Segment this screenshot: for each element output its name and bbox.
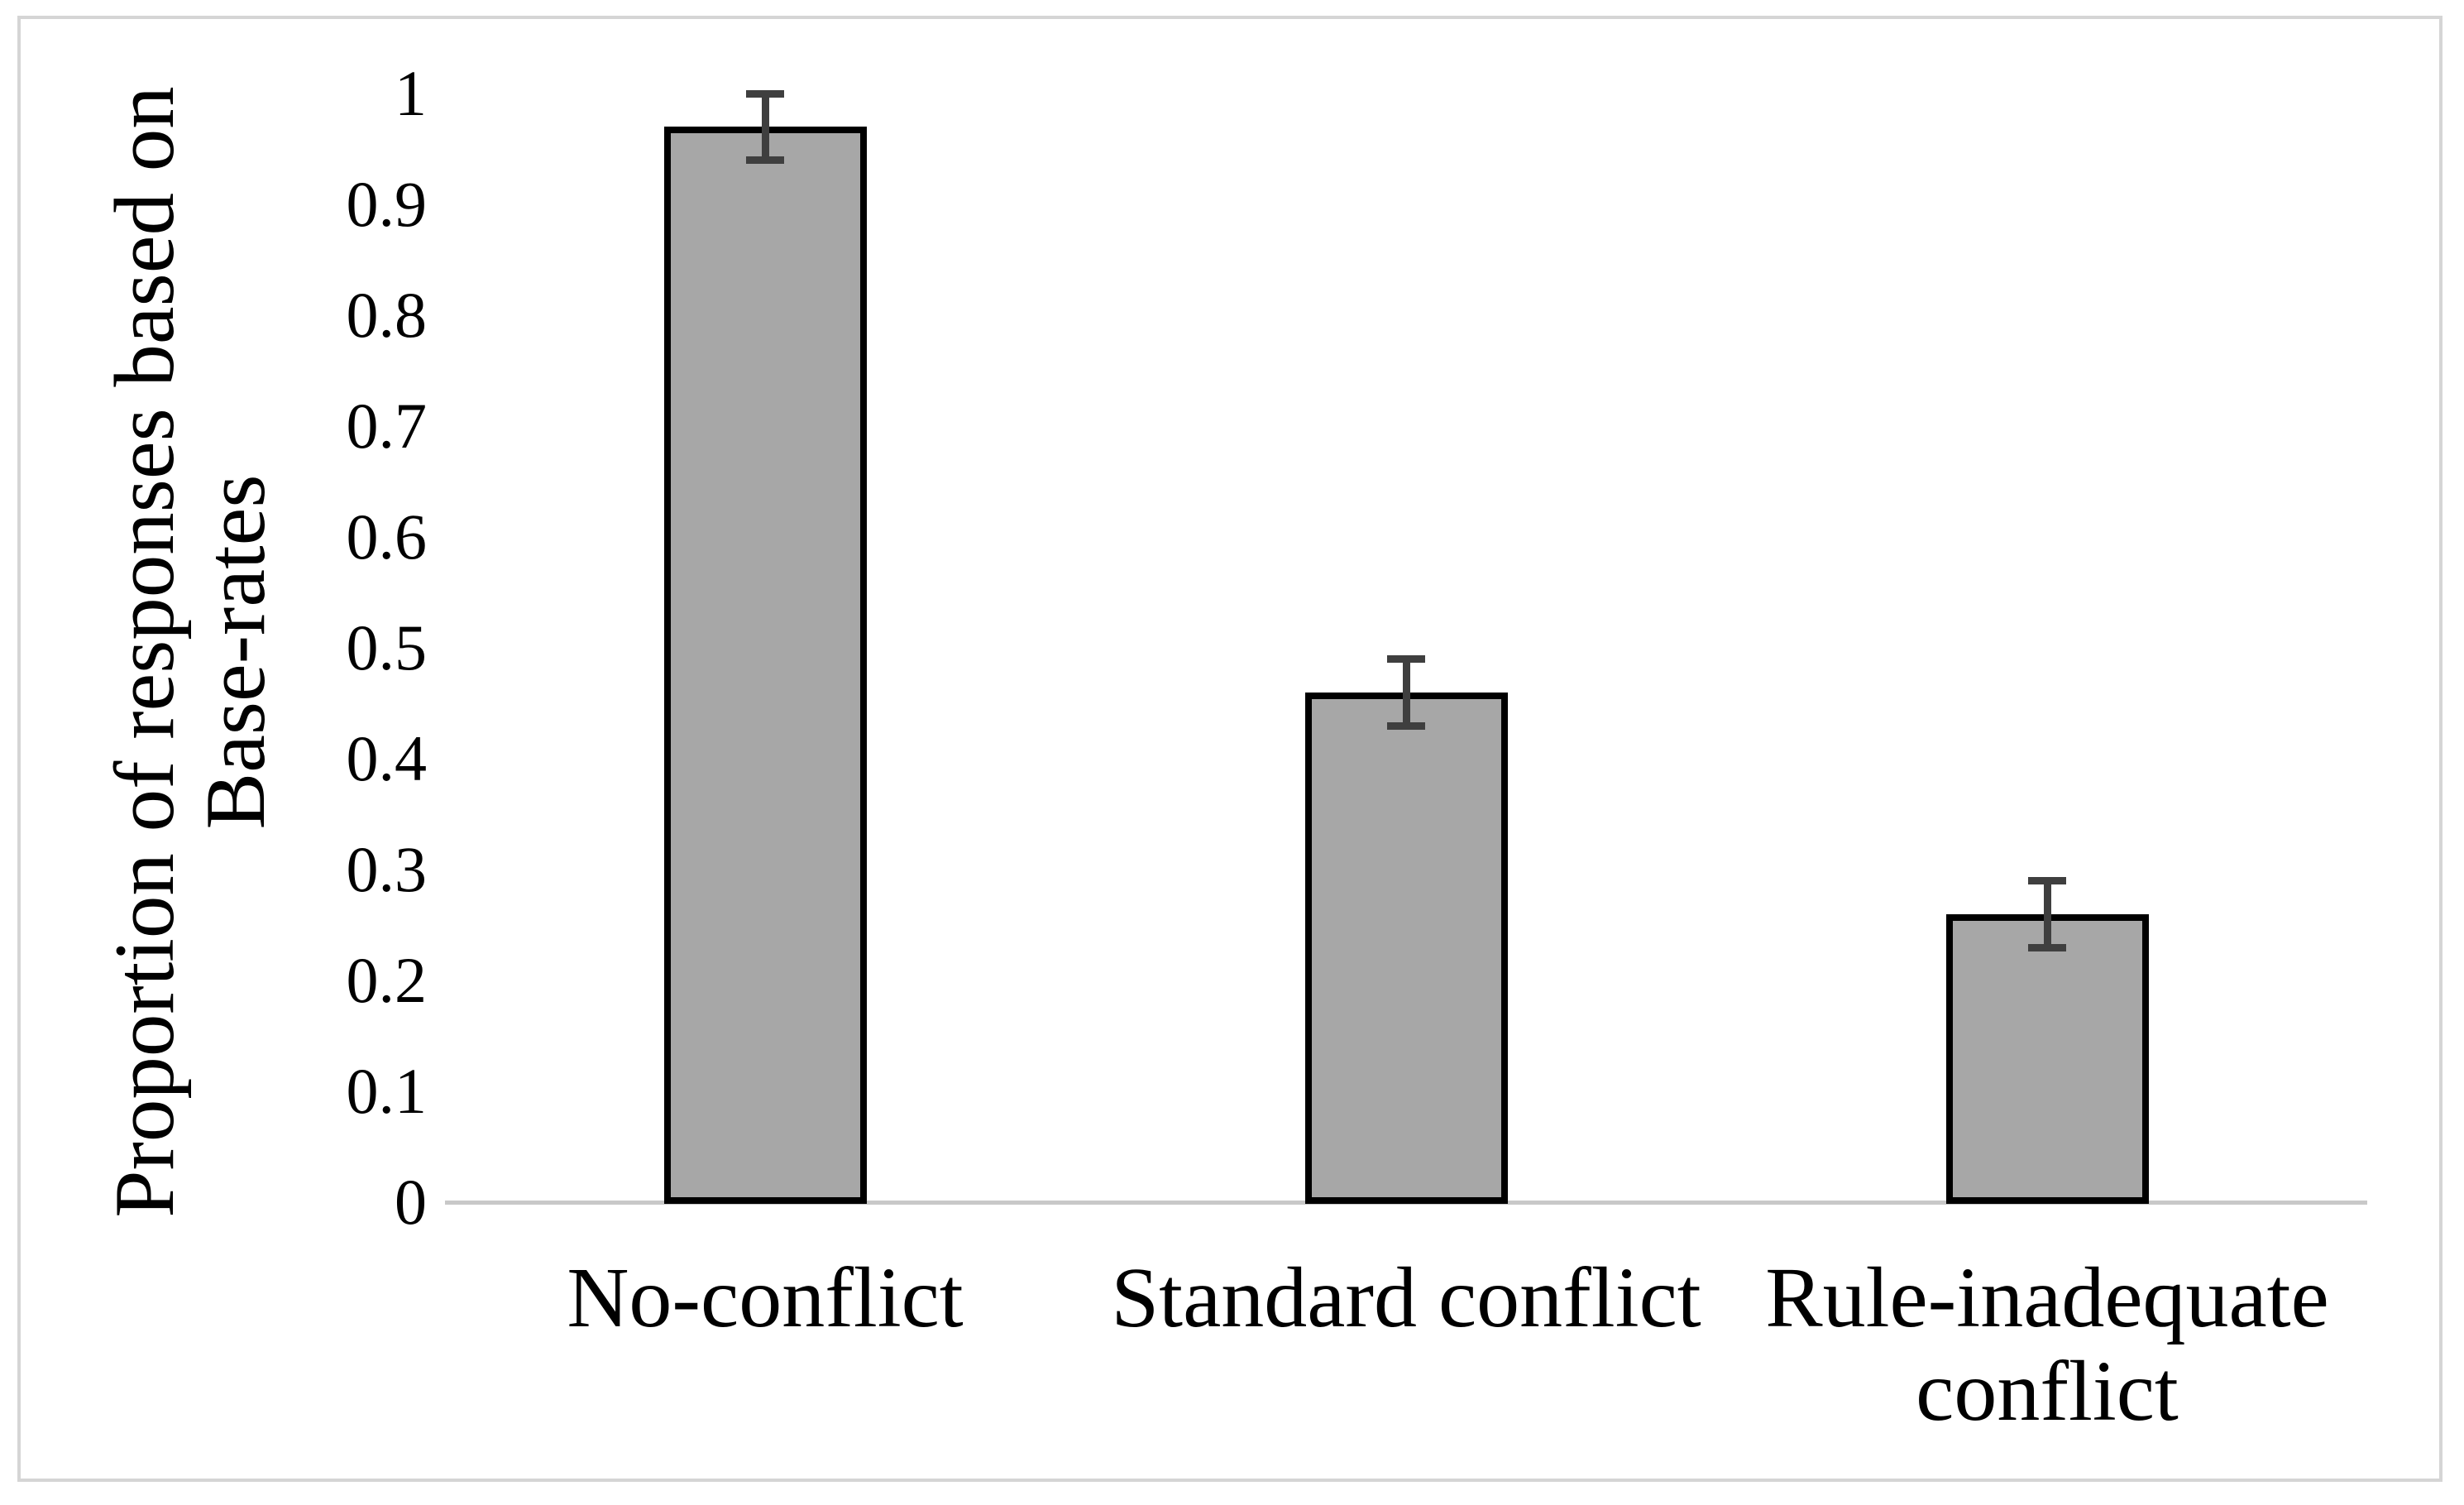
error-bar-cap [746,90,784,98]
error-bar-cap [2028,877,2066,885]
y-tick-label: 0.3 [346,833,428,905]
category-label-line: conflict [1916,1344,2179,1439]
y-tick-label: 0 [395,1166,427,1238]
bar [1304,692,1508,1204]
y-axis-title-line-1: Proportion of responses based on [98,86,192,1218]
y-tick-label: 0.8 [346,279,428,351]
error-bar-stem [1403,659,1410,726]
error-bar-cap [1387,655,1425,664]
error-bar-cap [746,156,784,165]
y-tick-label: 0.6 [346,501,428,573]
bar [1945,913,2149,1204]
chart-frame [17,16,2442,1482]
y-tick-label: 0.2 [346,944,428,1016]
y-tick-label: 0.7 [346,390,428,462]
bar [663,127,867,1204]
error-bar-cap [2028,943,2066,951]
category-label-line: Standard conflict [1111,1250,1701,1345]
error-bar-cap [1387,721,1425,730]
category-label: Rule-inadequate conflict [1675,1251,2419,1438]
y-tick-label: 0.5 [346,611,428,683]
y-tick-label: 1 [395,57,427,129]
category-label: No-conflict [393,1251,1137,1344]
category-label-line: No-conflict [567,1250,964,1345]
y-tick-label: 0.4 [346,722,428,794]
category-label: Standard conflict [1034,1251,1778,1344]
y-tick-label: 0.9 [346,168,428,240]
error-bar-stem [2044,880,2051,947]
category-label-line: Rule-inadequate [1765,1250,2329,1345]
error-bar-stem [762,93,769,161]
y-tick-label: 0.1 [346,1055,428,1127]
